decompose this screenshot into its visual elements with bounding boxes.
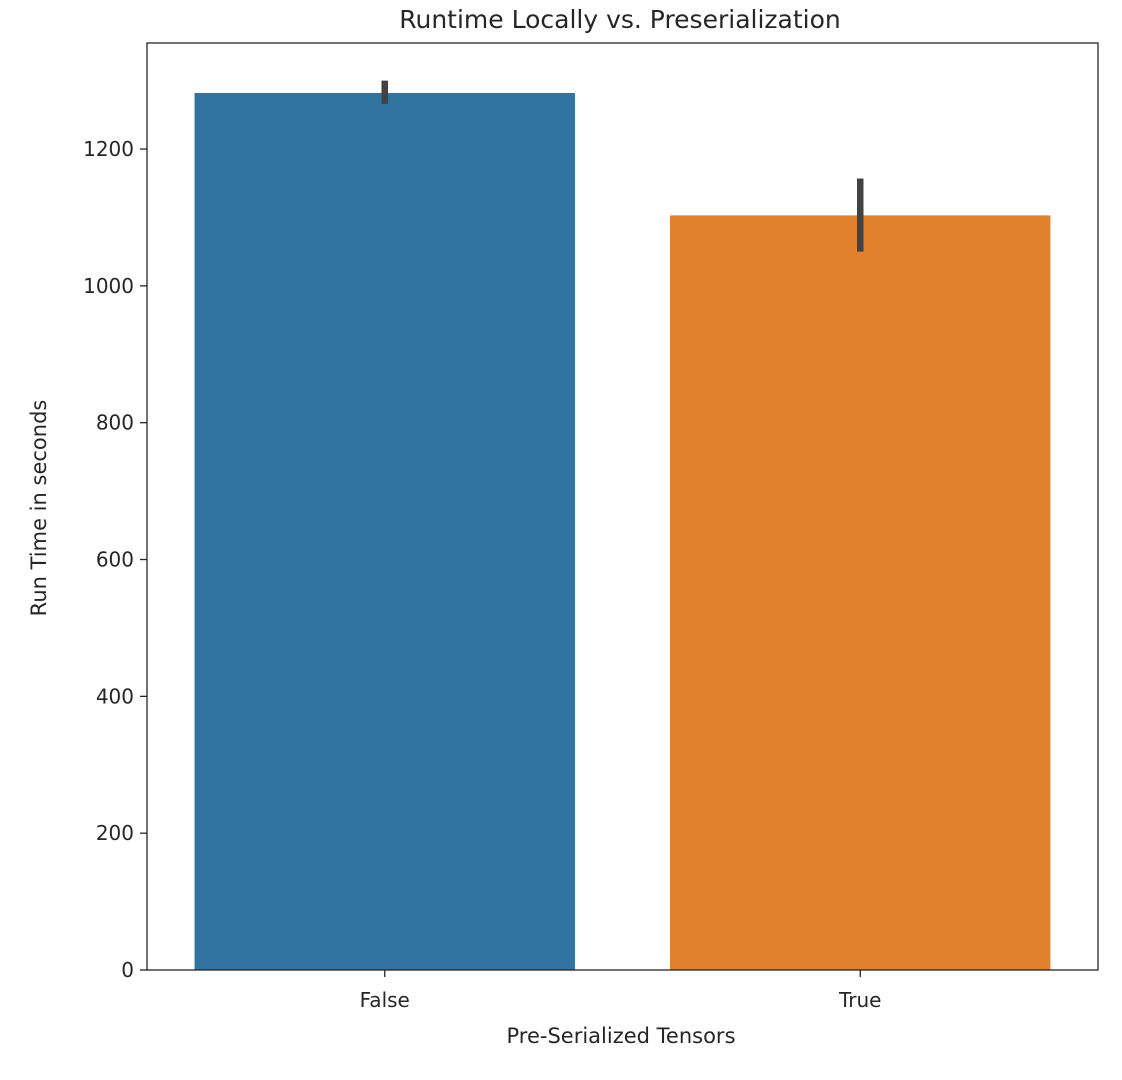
- y-tick-label: 0: [121, 958, 134, 982]
- y-tick-label: 1000: [83, 274, 134, 298]
- y-tick-label: 200: [96, 821, 134, 845]
- x-axis-title: Pre-Serialized Tensors: [506, 1024, 735, 1048]
- x-axis: False True: [360, 970, 881, 1012]
- error-bars-layer: [381, 80, 864, 252]
- y-axis: 0 200 400 600 800 1000 1200: [83, 137, 147, 982]
- bar-false: [194, 92, 575, 970]
- chart-title: Runtime Locally vs. Preserialization: [399, 5, 840, 34]
- y-tick-label: 400: [96, 684, 134, 708]
- y-tick-label: 600: [96, 548, 134, 572]
- y-axis-title: Run Time in seconds: [27, 400, 51, 617]
- bar-true: [670, 215, 1051, 970]
- x-tick-label: False: [360, 988, 410, 1012]
- plot-frame: [146, 42, 1099, 971]
- bars-layer: [194, 92, 1051, 970]
- x-tick-label: True: [838, 988, 881, 1012]
- y-tick-label: 1200: [83, 137, 134, 161]
- y-tick-label: 800: [96, 411, 134, 435]
